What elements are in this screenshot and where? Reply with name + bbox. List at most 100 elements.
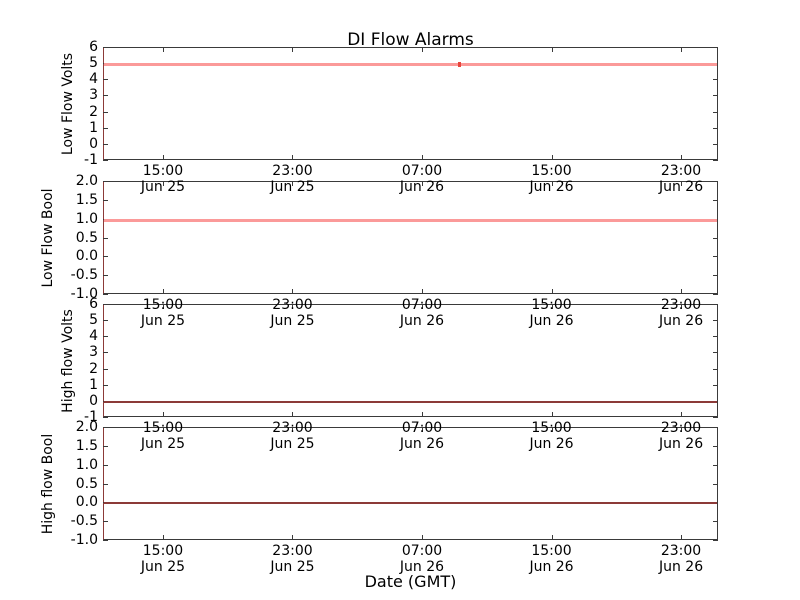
y-tick-mark [103,111,108,113]
y-tick-label: -0.5 [70,513,98,530]
y-tick-mark [713,111,718,113]
subplot-3: 6 5 4 3 2 1 0 -1 15:00 Jun 25 23:00 Jun 25 07:00 Jun … [84,297,718,452]
y-tick-mark [713,237,718,239]
x-tick-time: 23:00 [272,163,313,179]
x-tick-time: 23:00 [660,543,702,559]
y-tick-label: -1 [84,409,98,425]
x-tick-date: Jun 26 [399,179,445,195]
x-tick-mark [681,535,683,540]
y-tick-mark [713,445,718,447]
x-tick-date: Jun 25 [270,559,315,575]
y-tick-label: 2 [89,103,98,120]
x-tick-time: 15:00 [531,543,572,559]
x-tick-label: 15:00 Jun 26 [529,163,573,195]
y-tick-mark [103,483,108,485]
y-tick-mark [103,237,108,239]
y-tick-mark [713,95,718,97]
y-tick-mark [103,127,108,129]
x-tick-label: 23:00 Jun 26 [659,543,703,575]
y-tick-mark [103,199,108,201]
x-tick-date: Jun 26 [658,436,704,452]
y-tick-mark [103,464,108,466]
x-tick-mark [162,304,164,309]
axes-frame [103,181,718,294]
x-tick-mark [292,181,294,186]
x-tick-mark [681,412,683,417]
y-tick-mark [103,540,108,541]
data-line [104,400,717,403]
x-tick-time: 23:00 [272,543,313,559]
y-tick-mark [103,368,108,370]
data-line [104,502,717,505]
y-tick-mark [713,304,718,305]
x-tick-time: 15:00 [142,163,184,179]
y-tick-mark [713,521,718,523]
plot-area-3[interactable]: 6 5 4 3 2 1 0 -1 15:00 Jun 25 23:00 Jun 25 07:00 Jun … [84,297,718,452]
data-point-marker [457,62,461,68]
plot-area-2[interactable]: 2.0 1.5 1.0 0.5 0.0 -0.5 -1.0 15:00 Jun 25 23:00 J… [71,174,718,329]
subplot-4: 2.0 1.5 1.0 0.5 0.0 -0.5 -1.0 15:00 Jun 25 23:00 J… [71,420,718,575]
x-tick-mark [551,427,553,432]
y-tick-label: 1 [89,119,98,136]
x-tick-time: 15:00 [531,297,572,313]
y-tick-mark [713,368,718,370]
y-tick-mark [103,445,108,447]
x-tick-mark [422,47,423,52]
x-tick-time: 23:00 [272,420,313,436]
x-tick-date: Jun 26 [529,313,574,329]
x-tick-label: 23:00 Jun 25 [270,420,314,452]
x-tick-time: 07:00 [401,163,443,179]
x-tick-mark [551,47,553,52]
y-tick-label: 6 [89,296,98,312]
y-tick-label: 6 [89,39,98,55]
x-tick-label: 15:00 Jun 25 [141,420,185,452]
y-tick-mark [103,95,108,97]
y-tick-mark [713,143,718,145]
y-tick-mark [103,181,108,182]
y-tick-label: 1.5 [75,437,98,454]
x-axis-label: Date (GMT) [364,572,457,591]
x-tick-date: Jun 25 [270,436,315,452]
y-tick-label: 0.5 [75,475,98,492]
y-tick-label: 0.0 [75,494,98,511]
plot-area-1[interactable]: 6 5 4 3 2 1 0 -1 15:00 Jun 25 23:00 Jun 25 07:00 Jun … [84,40,718,195]
x-tick-mark [422,535,423,540]
y-tick-mark [103,256,108,258]
x-tick-date: Jun 26 [658,559,704,575]
x-tick-label: 07:00 Jun 26 [400,420,444,452]
x-tick-time: 07:00 [401,420,443,436]
y-axis-label-1: Low Flow Volts [60,52,76,155]
x-tick-date: Jun 26 [658,179,704,195]
x-tick-time: 23:00 [660,420,702,436]
x-tick-label: 15:00 Jun 26 [529,420,573,452]
x-tick-date: Jun 25 [270,179,315,195]
x-tick-mark [162,427,164,432]
y-tick-mark [103,304,108,305]
x-tick-label: 15:00 Jun 25 [141,297,185,329]
y-tick-mark [713,483,718,485]
plot-area-4[interactable]: 2.0 1.5 1.0 0.5 0.0 -0.5 -1.0 15:00 Jun 25 23:00 J… [71,420,718,575]
x-tick-date: Jun 26 [529,559,574,575]
x-tick-label: 23:00 Jun 25 [270,163,314,195]
y-tick-label: 5 [89,312,98,329]
x-tick-mark [422,427,423,432]
y-tick-mark [713,275,718,277]
x-tick-time: 15:00 [142,297,184,313]
x-tick-label: 23:00 Jun 25 [270,297,314,329]
x-tick-date: Jun 25 [140,436,186,452]
x-tick-mark [551,181,553,186]
x-tick-mark [162,412,164,417]
x-tick-mark [162,155,164,160]
y-tick-label: 2.0 [75,173,98,189]
x-tick-mark [551,412,553,417]
x-tick-label: 07:00 Jun 26 [400,543,444,575]
x-tick-time: 07:00 [401,543,443,559]
x-tick-mark [292,289,294,294]
x-tick-mark [292,304,294,309]
y-tick-label: 2 [89,360,98,377]
x-tick-time: 23:00 [660,297,702,313]
x-tick-date: Jun 26 [399,436,445,452]
y-tick-mark [103,336,108,338]
y-tick-mark [713,336,718,338]
x-tick-mark [422,412,423,417]
